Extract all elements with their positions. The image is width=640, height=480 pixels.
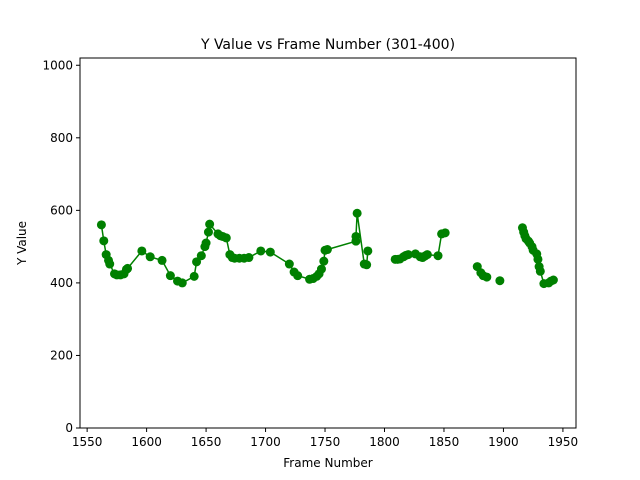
- data-point: [201, 238, 211, 248]
- data-point: [105, 259, 115, 269]
- data-point: [189, 271, 199, 281]
- x-tick-label: 1950: [548, 435, 579, 449]
- data-point: [99, 236, 109, 246]
- data-point: [221, 233, 231, 243]
- data-point: [196, 251, 206, 261]
- data-point: [352, 208, 362, 218]
- x-tick-label: 1800: [369, 435, 400, 449]
- x-axis: 1550 1600 1650 1700 1750 1800 1850 1900 1950: [72, 428, 578, 449]
- x-tick-label: 1750: [310, 435, 341, 449]
- data-point: [440, 228, 450, 238]
- data-point: [316, 264, 326, 274]
- data-point: [403, 250, 413, 260]
- y-tick-label: 1000: [42, 58, 73, 72]
- data-point: [482, 272, 492, 282]
- y-axis: 0 200 400 600 800 1000: [42, 58, 80, 435]
- data-point: [533, 254, 543, 264]
- data-point: [256, 246, 266, 256]
- y-tick-label: 0: [65, 421, 73, 435]
- data-point: [177, 278, 187, 288]
- data-point: [433, 251, 443, 261]
- x-tick-label: 1550: [72, 435, 103, 449]
- data-point: [123, 263, 133, 273]
- data-point: [157, 255, 167, 265]
- y-tick-label: 800: [50, 131, 73, 145]
- data-point: [203, 227, 213, 237]
- x-tick-label: 1650: [191, 435, 222, 449]
- data-point: [244, 253, 254, 263]
- data-point: [319, 256, 329, 266]
- x-tick-label: 1900: [488, 435, 519, 449]
- data-point: [422, 250, 432, 260]
- data-point: [548, 275, 558, 285]
- x-tick-label: 1600: [131, 435, 162, 449]
- data-point: [362, 260, 372, 270]
- data-point: [535, 266, 545, 276]
- plot-area: [96, 208, 558, 289]
- y-tick-label: 400: [50, 276, 73, 290]
- data-point: [363, 246, 373, 256]
- data-point: [293, 271, 303, 281]
- data-point: [265, 247, 275, 257]
- chart-title: Y Value vs Frame Number (301-400): [200, 37, 455, 53]
- y-tick-label: 200: [50, 348, 73, 362]
- plot-frame: [79, 57, 577, 429]
- data-point: [165, 271, 175, 281]
- data-point: [284, 259, 294, 269]
- x-tick-label: 1700: [250, 435, 281, 449]
- x-axis-label: Frame Number: [283, 456, 372, 470]
- y-tick-label: 600: [50, 203, 73, 217]
- data-point: [96, 220, 106, 230]
- data-point: [205, 219, 215, 229]
- data-point: [495, 276, 505, 286]
- data-point: [137, 246, 147, 256]
- x-tick-label: 1850: [429, 435, 460, 449]
- data-point: [322, 245, 332, 255]
- y-axis-label: Y Value: [15, 221, 29, 266]
- data-point: [351, 231, 361, 241]
- data-point: [145, 252, 155, 262]
- data-point: [192, 257, 202, 267]
